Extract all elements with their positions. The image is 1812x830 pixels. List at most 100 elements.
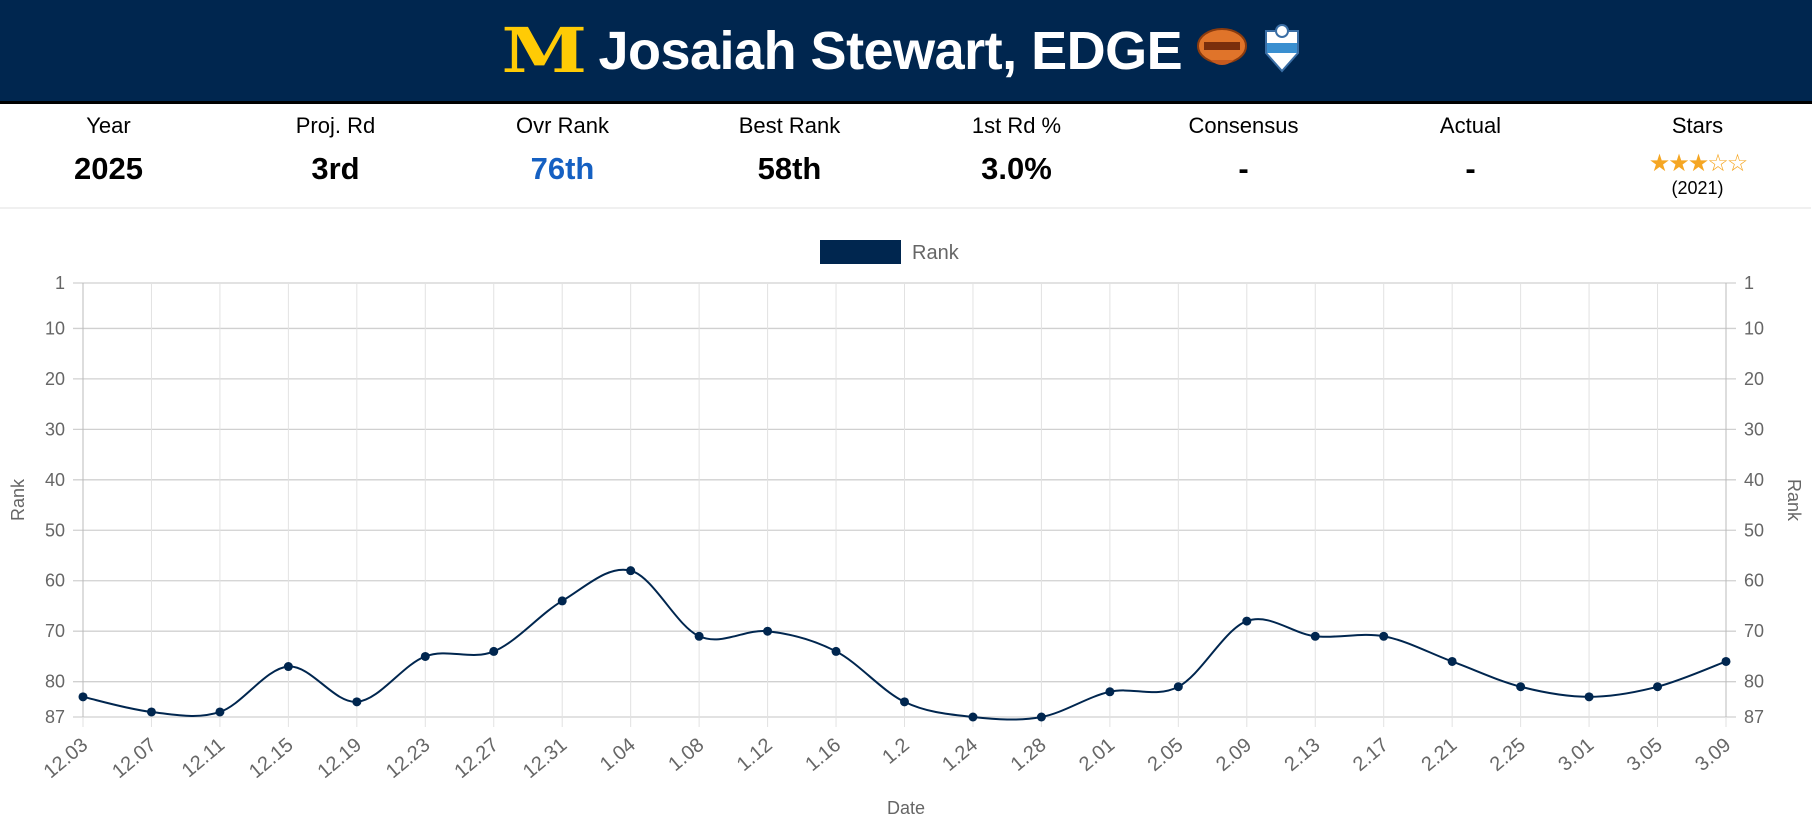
x-tick-label: 12.03 bbox=[40, 734, 92, 783]
rank-point bbox=[215, 707, 225, 717]
rank-point bbox=[694, 631, 704, 641]
rank-point bbox=[900, 697, 909, 707]
y-tick-label-left: 60 bbox=[45, 571, 65, 591]
stats-row: Year 2025 Proj. Rd 3rd Ovr Rank 76th Best R… bbox=[0, 104, 1811, 209]
x-tick-label: 1.16 bbox=[801, 734, 845, 776]
x-tick-label: 12.11 bbox=[178, 734, 229, 782]
stat-value: 3rd bbox=[311, 151, 360, 186]
rank-point bbox=[283, 662, 293, 672]
y-tick-label-right: 70 bbox=[1744, 621, 1764, 641]
y-tick-label-left: 80 bbox=[45, 672, 65, 692]
player-title: Josaiah Stewart, EDGE bbox=[598, 20, 1183, 81]
y-tick-label-right: 30 bbox=[1744, 419, 1764, 439]
x-tick-label: 3.09 bbox=[1691, 734, 1735, 776]
rank-point bbox=[968, 712, 978, 722]
x-axis-title: Date bbox=[887, 798, 925, 818]
x-tick-label: 12.15 bbox=[245, 734, 297, 783]
stat-consensus: Consensus - bbox=[1130, 104, 1357, 207]
x-tick-label: 2.25 bbox=[1486, 734, 1530, 776]
y-tick-label-left: 10 bbox=[45, 318, 65, 338]
stat-label: Proj. Rd bbox=[295, 113, 376, 138]
stat-actual: Actual - bbox=[1357, 104, 1584, 207]
x-tick-label: 3.05 bbox=[1623, 734, 1667, 776]
rank-point bbox=[626, 566, 636, 576]
x-tick-label: 2.01 bbox=[1075, 734, 1119, 776]
star-filled-icon: ★ bbox=[1648, 150, 1670, 177]
x-tick-label: 12.19 bbox=[314, 734, 366, 783]
x-tick-label: 12.31 bbox=[519, 734, 571, 783]
x-tick-label: 1.2 bbox=[878, 734, 913, 769]
stars-year: (2021) bbox=[1671, 178, 1724, 198]
y-tick-label-left: 20 bbox=[45, 369, 65, 389]
y-tick-label-right: 1 bbox=[1744, 273, 1754, 293]
rank-point bbox=[1242, 616, 1252, 626]
stat-label: Stars bbox=[1671, 113, 1724, 138]
rank-point bbox=[1310, 631, 1320, 641]
x-tick-label: 1.08 bbox=[664, 734, 708, 776]
y-tick-label-left: 30 bbox=[45, 419, 65, 439]
rank-point bbox=[352, 697, 362, 707]
stat-value: 58th bbox=[757, 151, 822, 186]
senior-bowl-icon bbox=[1196, 26, 1248, 75]
y-tick-label-right: 60 bbox=[1744, 571, 1764, 591]
rank-point bbox=[557, 596, 567, 606]
rank-point bbox=[146, 707, 156, 717]
stat-value: 3.0% bbox=[981, 151, 1052, 186]
stat-ovr-rank: Ovr Rank 76th bbox=[449, 104, 676, 207]
star-rating: ★★★☆☆ bbox=[1584, 149, 1811, 178]
x-tick-label: 12.23 bbox=[382, 734, 434, 783]
stat-label: Actual bbox=[1439, 113, 1502, 138]
y-tick-label-right: 80 bbox=[1744, 672, 1764, 692]
star-empty-icon: ☆ bbox=[1726, 150, 1748, 177]
stat-label: Ovr Rank bbox=[516, 113, 609, 138]
stat-label: Year bbox=[86, 113, 131, 138]
stat-value: 2025 bbox=[74, 151, 143, 186]
rank-point bbox=[831, 646, 841, 656]
x-tick-label: 2.09 bbox=[1212, 734, 1256, 776]
stat-value[interactable]: 76th bbox=[530, 151, 595, 186]
y-tick-label-left: 87 bbox=[45, 707, 65, 727]
star-filled-icon: ★ bbox=[1668, 150, 1689, 177]
x-tick-label: 12.07 bbox=[108, 734, 160, 783]
stat-year: Year 2025 bbox=[0, 104, 222, 207]
y-tick-label-right: 20 bbox=[1744, 369, 1764, 389]
x-tick-label: 2.21 bbox=[1417, 734, 1461, 776]
legend-label: Rank bbox=[912, 242, 960, 264]
rank-point bbox=[1721, 656, 1731, 666]
rank-point bbox=[763, 626, 773, 636]
rank-line bbox=[82, 568, 1727, 721]
rank-point bbox=[1379, 631, 1389, 641]
stat-proj-rd: Proj. Rd 3rd bbox=[222, 104, 449, 207]
x-tick-label: 3.01 bbox=[1554, 734, 1598, 776]
rank-point bbox=[1036, 712, 1046, 722]
star-empty-icon: ☆ bbox=[1707, 150, 1728, 177]
rank-point bbox=[1584, 692, 1594, 702]
rank-point bbox=[1516, 682, 1526, 692]
x-tick-label: 1.24 bbox=[938, 734, 982, 776]
y-tick-label-left: 1 bbox=[55, 273, 65, 293]
stat-best-rank: Best Rank 58th bbox=[676, 104, 903, 207]
rank-point bbox=[1653, 682, 1663, 692]
y-tick-label-right: 10 bbox=[1744, 318, 1764, 338]
rank-point bbox=[78, 692, 88, 702]
rank-point bbox=[1105, 687, 1115, 697]
x-tick-label: 2.05 bbox=[1144, 734, 1188, 776]
stat-stars: Stars ★★★☆☆ (2021) bbox=[1584, 104, 1811, 207]
stat-value: - bbox=[1465, 151, 1476, 186]
rank-point bbox=[1447, 656, 1457, 666]
x-tick-label: 1.04 bbox=[596, 734, 640, 776]
x-tick-label: 2.13 bbox=[1280, 734, 1324, 776]
y-tick-label-left: 70 bbox=[45, 621, 65, 641]
rank-point bbox=[1173, 682, 1183, 692]
stat-label: 1st Rd % bbox=[971, 113, 1062, 138]
rank-point bbox=[489, 646, 499, 656]
stat-label: Best Rank bbox=[738, 113, 841, 138]
star-filled-icon: ★ bbox=[1687, 150, 1709, 177]
stat-label: Consensus bbox=[1188, 113, 1299, 138]
header: M Josaiah Stewart, EDGE bbox=[0, 0, 1812, 104]
x-tick-label: 1.28 bbox=[1007, 734, 1051, 776]
stat-value: - bbox=[1238, 151, 1249, 186]
stat-first-rd-pct: 1st Rd % 3.0% bbox=[903, 104, 1130, 207]
rank-point bbox=[420, 651, 430, 661]
x-tick-label: 12.27 bbox=[450, 734, 502, 783]
